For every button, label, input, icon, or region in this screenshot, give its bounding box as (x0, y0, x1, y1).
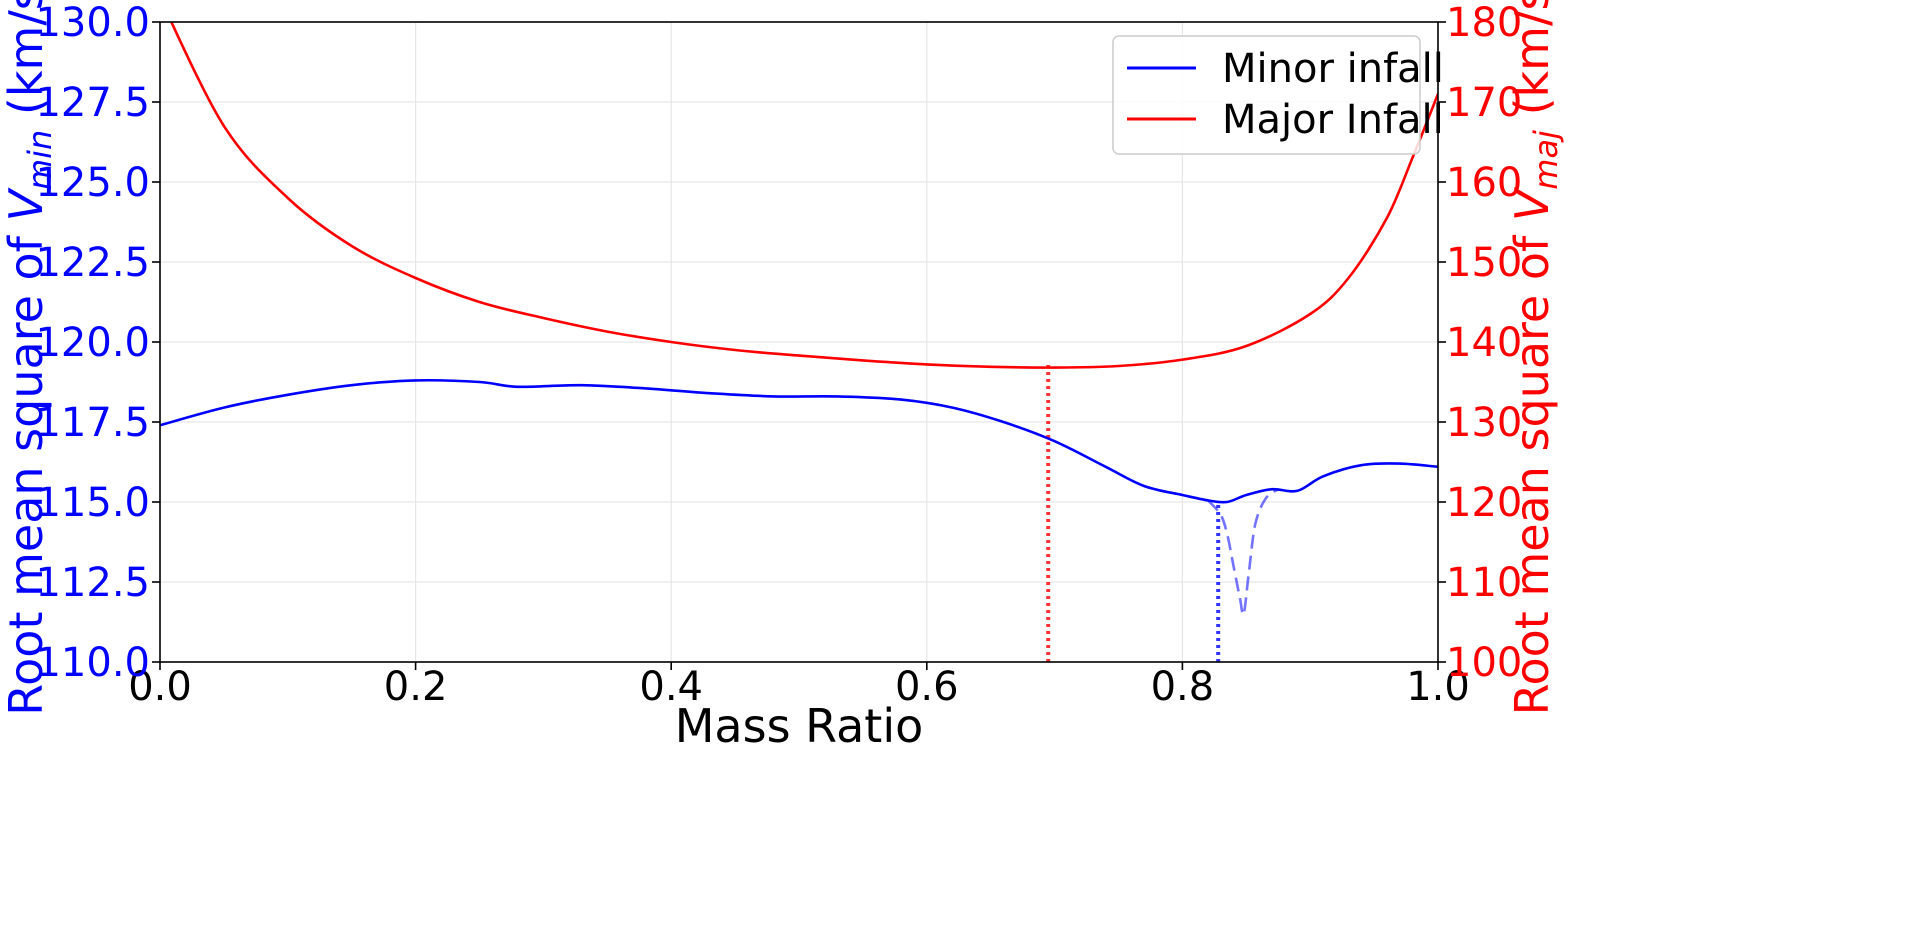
y-axis-label-left: Root mean square of Vmin (km/s) (0, 0, 59, 716)
y-tick-label-right: 100 (1446, 640, 1522, 686)
y-axis-label-left-sub: min (21, 130, 59, 190)
y-axis-label-right-prefix: Root mean square of (1505, 221, 1559, 715)
y-tick-label-left: 110.0 (35, 640, 150, 686)
series-layer (160, 22, 1438, 662)
x-tick-label: 0.4 (639, 664, 703, 710)
y-axis-label-right-suffix: (km/s) (1505, 0, 1559, 130)
y-tick-label-right: 160 (1446, 160, 1522, 206)
y-tick-label-left: 127.5 (35, 80, 150, 126)
legend: Minor infall Major Infall (1112, 35, 1444, 155)
y-tick-label-right: 130 (1446, 400, 1522, 446)
y-axis-label-right: Root mean square of Vmaj (km/s) (1505, 0, 1565, 715)
legend-label-minor: Minor infall (1222, 46, 1444, 92)
x-tick-label: 0.0 (128, 664, 192, 710)
x-tick-label: 0.2 (384, 664, 448, 710)
y-axis-label-left-suffix: (km/s) (0, 0, 53, 130)
y-tick-label-right: 150 (1446, 240, 1522, 286)
y-axis-label-right-sub: maj (1527, 130, 1565, 190)
y-axis-label-left-var: V (0, 187, 53, 222)
y-tick-label-right: 180 (1446, 0, 1522, 46)
legend-label-major: Major Infall (1222, 97, 1444, 143)
x-axis-label: Mass Ratio (675, 699, 924, 753)
y-tick-label-left: 120.0 (35, 320, 150, 366)
y-axis-label-right-var: V (1505, 186, 1559, 221)
y-tick-label-left: 122.5 (35, 240, 150, 286)
y-tick-label-left: 117.5 (35, 400, 150, 446)
y-tick-label-right: 110 (1446, 560, 1522, 606)
y-tick-label-right: 120 (1446, 480, 1522, 526)
y-tick-label-left: 112.5 (35, 560, 150, 606)
y-tick-label-left: 130.0 (35, 0, 150, 46)
series-line-major-infall (169, 22, 1438, 369)
y-tick-label-left: 115.0 (35, 480, 150, 526)
series-line-dashed-dip (1207, 488, 1280, 617)
legend-box (1112, 35, 1421, 155)
x-tick-label: 0.8 (1151, 664, 1215, 710)
x-tick-label: 0.6 (895, 664, 959, 710)
y-tick-label-left: 125.0 (35, 160, 150, 206)
y-axis-label-left-prefix: Root mean square of (0, 222, 53, 716)
y-tick-label-right: 140 (1446, 320, 1522, 366)
series-line-minor-infall (160, 378, 1438, 504)
ticks: 0.0 0.2 0.4 0.6 0.8 1.0 110.0 112.5 115.0 117.5 12… (35, 0, 1522, 710)
y-tick-label-right: 170 (1446, 80, 1522, 126)
x-tick-label: 1.0 (1406, 664, 1470, 710)
